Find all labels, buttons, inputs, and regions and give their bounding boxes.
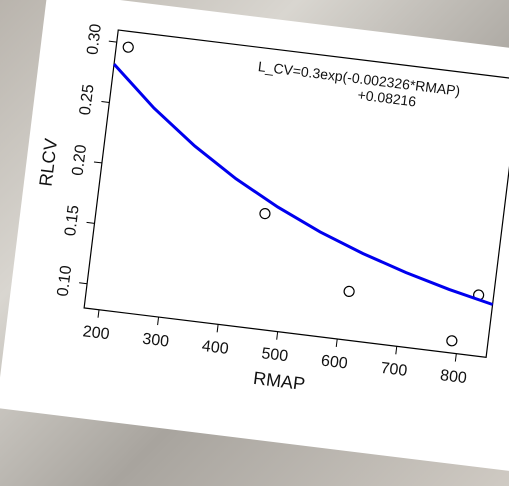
plot-frame: [83, 29, 509, 358]
x-tick-label: 800: [439, 367, 468, 387]
x-tick-label: 300: [141, 331, 170, 351]
data-point: [122, 41, 134, 53]
y-tick: [108, 40, 117, 43]
chart-card: 200 300 400 500 600 700 800 0.10 0.15 0.20 0.25 0.3…: [0, 0, 509, 471]
x-tick: [395, 346, 398, 355]
x-tick-label: 600: [320, 352, 349, 372]
y-tick: [86, 221, 95, 224]
y-tick: [93, 161, 102, 164]
x-tick-label: 200: [82, 323, 111, 343]
data-point: [343, 285, 355, 298]
data-point: [259, 208, 271, 220]
y-tick: [79, 282, 88, 285]
x-tick: [335, 338, 338, 348]
x-tick-label: 700: [380, 360, 409, 380]
data-point: [446, 335, 458, 347]
y-tick-label: 0.25: [77, 83, 98, 116]
y-tick: [101, 101, 110, 104]
x-tick: [97, 309, 100, 318]
y-tick-label: 0.30: [84, 23, 105, 56]
card-background: [0, 0, 509, 471]
y-tick-label: 0.15: [62, 204, 83, 237]
annotation: +0.08216: [357, 86, 418, 109]
x-tick: [157, 317, 160, 326]
x-tick-label: 500: [260, 345, 289, 365]
x-tick: [216, 324, 219, 333]
x-tick: [276, 331, 279, 340]
y-tick-label: 0.20: [69, 144, 90, 177]
y-tick-label: 0.10: [55, 264, 76, 297]
x-tick-label: 400: [201, 338, 230, 358]
x-tick: [454, 353, 457, 362]
fit-curve: [112, 63, 494, 306]
